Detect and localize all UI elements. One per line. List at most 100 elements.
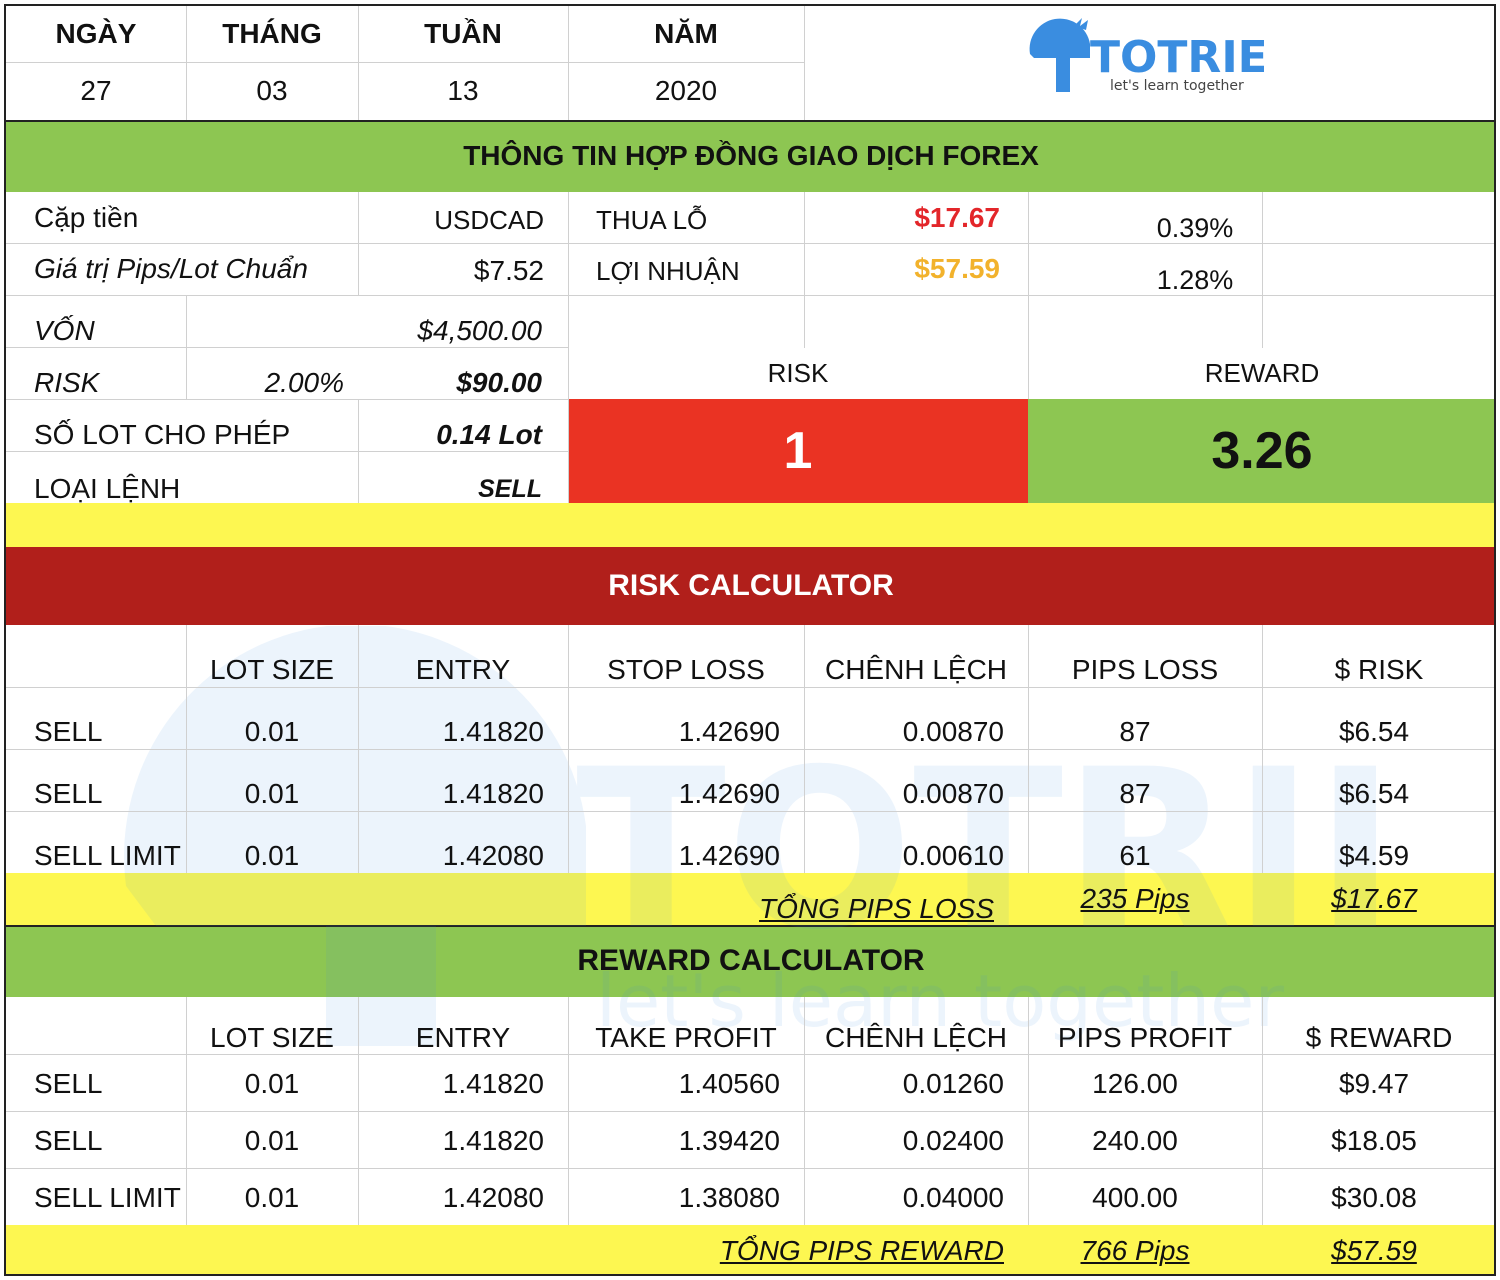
risk-percent: 2.00% (264, 367, 344, 398)
reward-row-2-take-profit: 1.39420 (678, 1125, 780, 1156)
profit-label: LỢI NHUẬN (596, 255, 740, 286)
capital-value: $4,500.00 (417, 315, 542, 346)
risk-row-2-type: SELL (34, 778, 103, 809)
month-value: 03 (256, 75, 288, 106)
week-label: TUẦN (424, 18, 502, 49)
risk-row-3-entry: 1.42080 (442, 840, 544, 871)
order-type-value: SELL (478, 474, 542, 503)
month-label: THÁNG (222, 18, 322, 49)
risk-row-2-lot: 0.01 (244, 778, 300, 809)
reward-row-1-entry: 1.41820 (442, 1068, 544, 1099)
risk-row-1-spread: 0.00870 (902, 716, 1004, 747)
reward-row-3-pips: 400.00 (1092, 1182, 1178, 1213)
reward-row-2-amount: $18.05 (1331, 1125, 1417, 1156)
pair-value: USDCAD (434, 204, 544, 235)
logo-tagline: let's learn together (1110, 78, 1244, 94)
reward-total-amount: $57.59 (1331, 1234, 1417, 1266)
risk-row-3-spread: 0.00610 (902, 840, 1004, 871)
reward-title-band (6, 925, 1494, 997)
logo-name: TOTRIEU (1090, 32, 1264, 83)
ratio-risk-value: 1 (783, 422, 813, 480)
day-value: 27 (80, 75, 112, 106)
lot-label: SỐ LOT CHO PHÉP (34, 419, 291, 450)
reward-row-2-lot: 0.01 (244, 1125, 300, 1156)
reward-row-3-take-profit: 1.38080 (678, 1182, 780, 1213)
day-label: NGÀY (55, 18, 137, 49)
reward-total-band (6, 1225, 1494, 1274)
reward-header-spread: CHÊNH LỆCH (824, 1022, 1008, 1053)
totrieu-watermark-logo: TOTRIEU let's learn together (124, 626, 1376, 1046)
risk-title-band (6, 547, 1494, 625)
reward-row-1-type: SELL (34, 1068, 103, 1099)
pip-value-label: Giá trị Pips/Lot Chuẩn (34, 253, 308, 284)
reward-row-1-spread: 0.01260 (902, 1068, 1004, 1099)
reward-total-pips: 766 Pips (1080, 1234, 1190, 1266)
pair-label: Cặp tiền (34, 201, 139, 233)
lot-value: 0.14 Lot (436, 419, 542, 450)
risk-row-2-spread: 0.00870 (902, 778, 1004, 809)
risk-total-band (6, 873, 1494, 925)
risk-amount: $90.00 (456, 367, 542, 398)
loss-percent: 0.39% (1156, 212, 1234, 243)
ratio-reward-label: REWARD (1204, 357, 1320, 388)
forex-spreadsheet: TOTRIEU let's learn together NGÀY THÁNG … (4, 4, 1496, 1276)
risk-row-3-stop-loss: 1.42690 (678, 840, 780, 871)
reward-row-2-type: SELL (34, 1125, 103, 1156)
risk-total-pips: 235 Pips (1080, 883, 1190, 914)
reward-header-take-profit: TAKE PROFIT (595, 1022, 777, 1053)
risk-row-1-entry: 1.41820 (442, 716, 544, 747)
year-label: NĂM (654, 18, 718, 49)
risk-row-1-stop-loss: 1.42690 (678, 716, 780, 747)
watermark-tagline: let's learn together (596, 959, 1284, 1043)
risk-header-risk-amount: $ RISK (1334, 654, 1424, 685)
reward-row-1-lot: 0.01 (244, 1068, 300, 1099)
risk-header-pips-loss: PIPS LOSS (1071, 654, 1219, 685)
ratio-risk-label: RISK (767, 357, 829, 388)
reward-row-3-spread: 0.04000 (902, 1182, 1004, 1213)
ratio-reward-value: 3.26 (1211, 422, 1313, 480)
reward-total-label: TỔNG PIPS REWARD (719, 1234, 1004, 1266)
reward-header-lot-size: LOT SIZE (210, 1022, 334, 1053)
reward-header-pips-profit: PIPS PROFIT (1057, 1022, 1233, 1053)
reward-header-reward-amount: $ REWARD (1305, 1022, 1453, 1053)
ratio-reward-box (1028, 399, 1494, 503)
spacer-yellow-band (6, 503, 1494, 547)
risk-row-1-lot: 0.01 (244, 716, 300, 747)
reward-header-entry: ENTRY (415, 1022, 511, 1053)
capital-label: VỐN (34, 315, 95, 346)
risk-header-entry: ENTRY (415, 654, 511, 685)
reward-row-3-type: SELL LIMIT (34, 1182, 181, 1213)
risk-row-1-amount: $6.54 (1338, 716, 1410, 747)
risk-row-2-entry: 1.41820 (442, 778, 544, 809)
reward-row-2-entry: 1.41820 (442, 1125, 544, 1156)
risk-row-3-amount: $4.59 (1338, 840, 1410, 871)
week-value: 13 (447, 75, 479, 106)
profit-value: $57.59 (914, 253, 1000, 284)
risk-header-lot-size: LOT SIZE (210, 654, 334, 685)
risk-row-1-pips: 87 (1119, 716, 1151, 747)
totrieu-logo: TOTRIEU let's learn together (1029, 18, 1264, 94)
reward-row-3-entry: 1.42080 (442, 1182, 544, 1213)
ratio-risk-box (568, 399, 1028, 503)
reward-row-1-pips: 126.00 (1092, 1068, 1178, 1099)
profit-percent: 1.28% (1156, 264, 1234, 295)
reward-calculator-title: REWARD CALCULATOR (577, 944, 925, 977)
loss-label: THUA LỖ (596, 204, 708, 235)
risk-total-amount: $17.67 (1331, 883, 1417, 914)
contract-title: THÔNG TIN HỢP ĐỒNG GIAO DỊCH FOREX (463, 140, 1039, 171)
svg-text:TOTRIEU: TOTRIEU (576, 722, 1376, 978)
reward-row-2-spread: 0.02400 (902, 1125, 1004, 1156)
risk-header-stop-loss: STOP LOSS (607, 654, 765, 685)
pip-value: $7.52 (473, 255, 544, 286)
risk-row-3-lot: 0.01 (244, 840, 300, 871)
reward-row-1-take-profit: 1.40560 (678, 1068, 780, 1099)
reward-row-1-amount: $9.47 (1338, 1068, 1410, 1099)
risk-header-spread: CHÊNH LỆCH (824, 654, 1008, 685)
contract-title-band (6, 120, 1494, 192)
risk-row-2-pips: 87 (1119, 778, 1151, 809)
reward-row-2-pips: 240.00 (1092, 1125, 1178, 1156)
risk-row-2-amount: $6.54 (1338, 778, 1410, 809)
risk-row-3-pips: 61 (1119, 840, 1151, 871)
risk-calculator-title: RISK CALCULATOR (608, 569, 894, 602)
risk-row-2-stop-loss: 1.42690 (678, 778, 780, 809)
